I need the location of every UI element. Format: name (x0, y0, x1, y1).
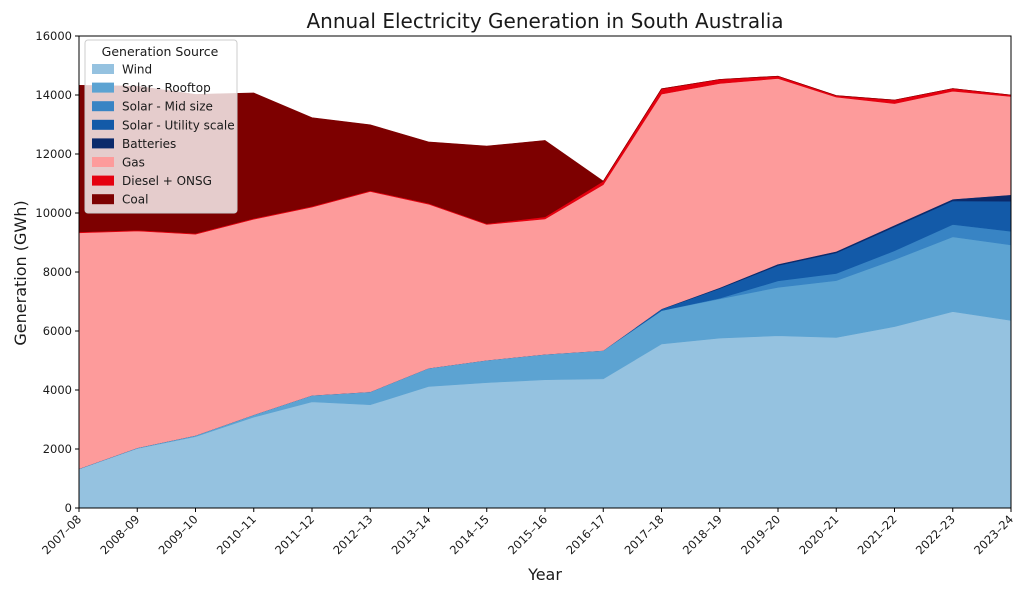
legend-box (84, 39, 238, 214)
legend-swatch (92, 101, 114, 112)
legend-label: Solar - Utility scale (122, 118, 235, 132)
legend-swatch (92, 138, 114, 149)
area-coal (78, 75, 1012, 234)
legend-swatch (92, 82, 114, 93)
legend-label: Wind (122, 63, 152, 77)
legend-label: Batteries (122, 137, 176, 151)
legend-label: Gas (122, 156, 145, 170)
legend-items: Wind Solar - Rooftop Solar - Mid size Solar… (92, 63, 235, 207)
area-series-group (78, 75, 1012, 509)
y-tick-label: 14000 (35, 88, 72, 102)
legend-title: Generation Source (102, 44, 219, 59)
y-tick-label: 8000 (43, 265, 72, 279)
y-tick-label: 10000 (35, 206, 72, 220)
legend-swatch (92, 194, 114, 205)
chart-title: Annual Electricity Generation in South A… (306, 9, 783, 33)
x-axis-label: Year (527, 565, 562, 584)
legend-swatch (92, 64, 114, 74)
legend-label: Coal (122, 193, 148, 207)
legend-label: Diesel + ONSG (122, 174, 212, 188)
legend-label: Solar - Mid size (122, 100, 213, 114)
legend-swatch (92, 157, 114, 167)
y-tick-label: 2000 (43, 442, 72, 456)
legend-swatch (92, 175, 114, 186)
y-axis-label: Generation (GWh) (11, 200, 30, 345)
y-tick-label: 4000 (43, 383, 72, 397)
y-tick-label: 16000 (35, 29, 72, 43)
legend: Generation Source Wind Solar - Rooftop Sol… (84, 39, 238, 214)
legend-swatch (92, 119, 114, 130)
legend-label: Solar - Rooftop (122, 81, 211, 95)
y-tick-label: 0 (65, 501, 72, 515)
y-tick-label: 6000 (43, 324, 72, 338)
y-tick-label: 12000 (35, 147, 72, 161)
